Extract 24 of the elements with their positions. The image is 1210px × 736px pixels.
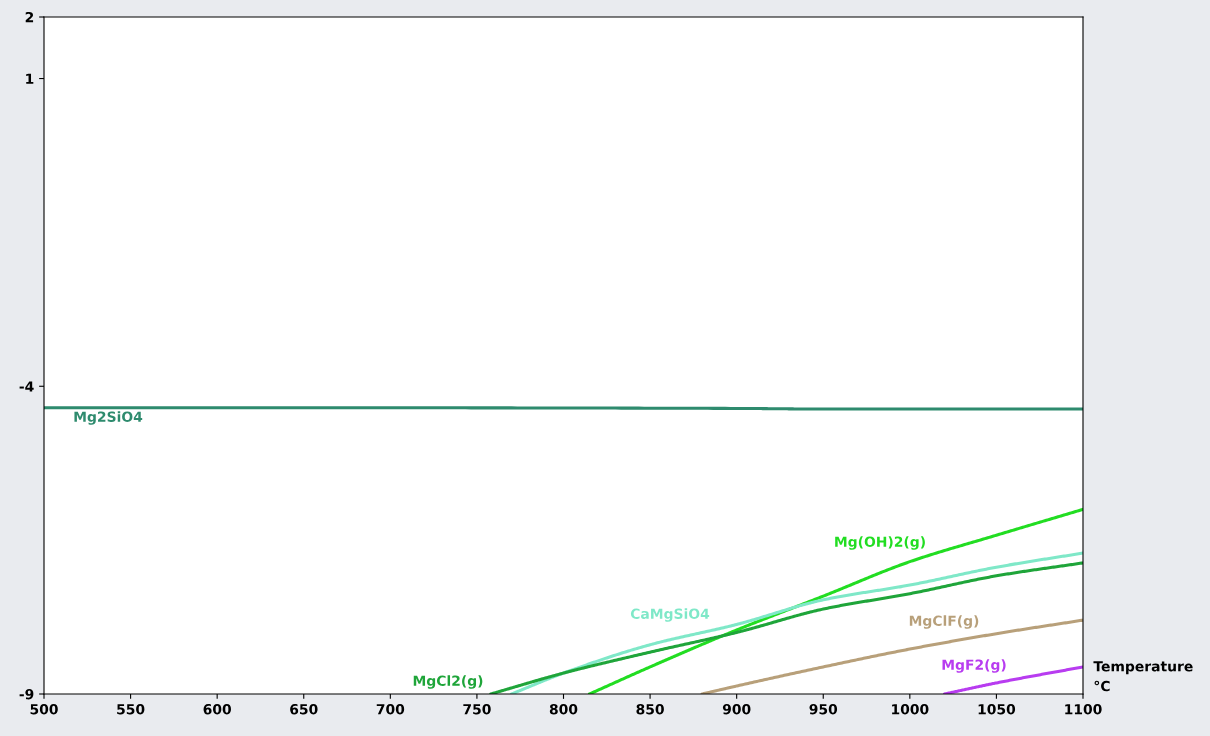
x-tick-label: 500 [30, 703, 58, 715]
x-tick-label: 900 [722, 703, 751, 715]
x-tick-label: 550 [117, 703, 145, 715]
x-tick-label: 950 [809, 703, 838, 715]
x-tick-label: 850 [636, 703, 664, 715]
y-tick-label: 2 [25, 11, 34, 23]
x-tick-label: 1050 [978, 703, 1016, 715]
x-tick-label: 700 [376, 703, 405, 715]
x-tick-label: 1100 [1065, 703, 1102, 715]
series-label: Mg(OH)2(g) [835, 536, 925, 550]
series-label: CaMgSiO4 [630, 608, 710, 622]
x-tick-label: 1000 [892, 703, 929, 715]
y-tick-label: -4 [19, 381, 34, 392]
series-label: MgClF(g) [909, 615, 979, 629]
x-tick-label: 750 [463, 703, 491, 715]
x-tick-label: 650 [290, 703, 318, 715]
y-tick-label: 1 [26, 73, 34, 84]
series-label: MgCl2(g) [413, 675, 483, 689]
x-tick-label: 600 [203, 703, 231, 715]
x-axis-title: Temperature °C [1093, 661, 1193, 692]
series-label: MgF2(g) [942, 659, 1006, 673]
x-tick-label: 800 [549, 703, 578, 715]
series-label: Mg2SiO4 [74, 411, 143, 425]
y-tick-label: -9 [19, 688, 34, 700]
